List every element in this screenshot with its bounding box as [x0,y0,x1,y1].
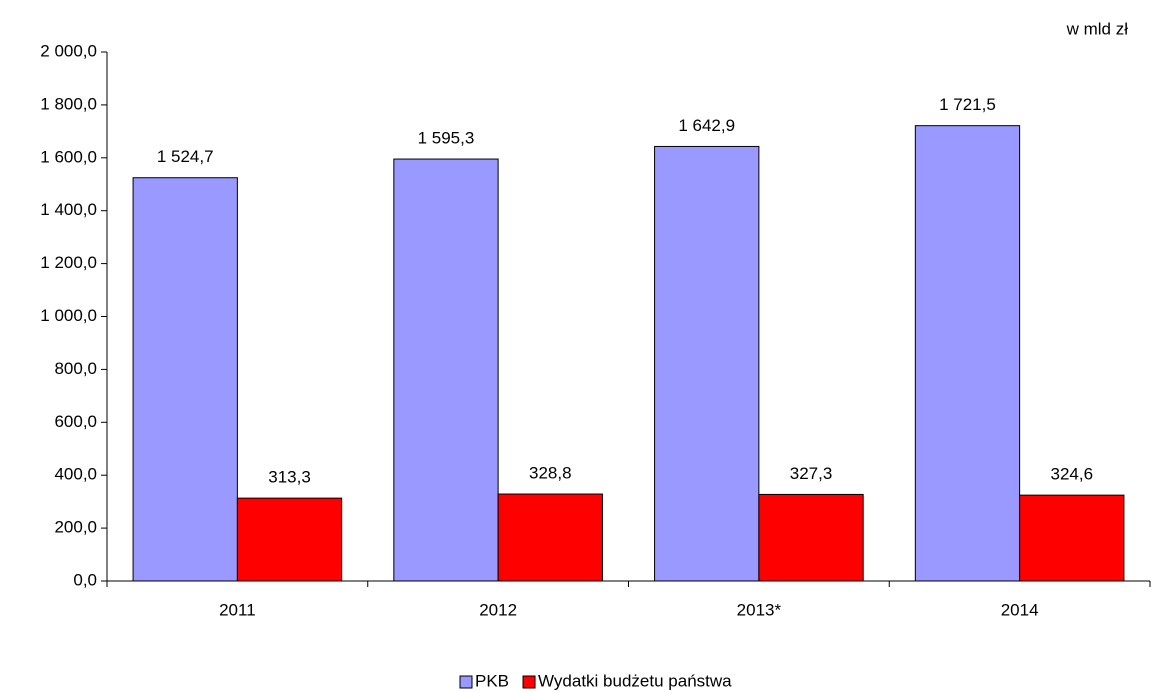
value-label: 313,3 [268,468,311,487]
x-tick-label: 2014 [1001,600,1039,619]
value-label: 1 595,3 [418,129,475,148]
bar [914,125,1021,582]
y-tick-label: 1 400,0 [40,200,97,219]
bar [132,177,238,582]
x-tick-label: 2013* [737,600,782,619]
x-tick-label: 2011 [219,600,256,619]
bar [497,493,603,582]
y-tick-label: 2 000,0 [40,41,97,60]
unit-label: w mld zł [1066,19,1129,38]
bar [1019,494,1125,582]
y-tick-label: 1 200,0 [40,253,97,272]
y-tick-label: 600,0 [54,412,97,431]
y-tick-label: 200,0 [54,518,97,537]
y-tick-label: 1 000,0 [40,306,97,325]
value-label: 328,8 [529,464,572,483]
y-tick-label: 400,0 [54,465,97,484]
legend-label: Wydatki budżetu państwa [538,671,732,690]
value-label: 327,3 [790,464,833,483]
legend-swatch [522,675,536,689]
bar [393,158,499,582]
x-tick-label: 2012 [479,600,517,619]
y-tick-label: 1 800,0 [40,94,97,113]
y-tick-label: 0,0 [73,570,97,589]
y-tick-label: 800,0 [54,359,97,378]
value-label: 1 642,9 [678,116,735,135]
bar [758,493,864,582]
value-label: 1 524,7 [157,147,214,166]
value-label: 324,6 [1051,465,1094,484]
bar [236,497,343,582]
bar [654,145,760,582]
legend-swatch [459,675,473,689]
legend-label: PKB [475,671,509,690]
value-label: 1 721,5 [939,95,996,114]
y-tick-label: 1 600,0 [40,147,97,166]
